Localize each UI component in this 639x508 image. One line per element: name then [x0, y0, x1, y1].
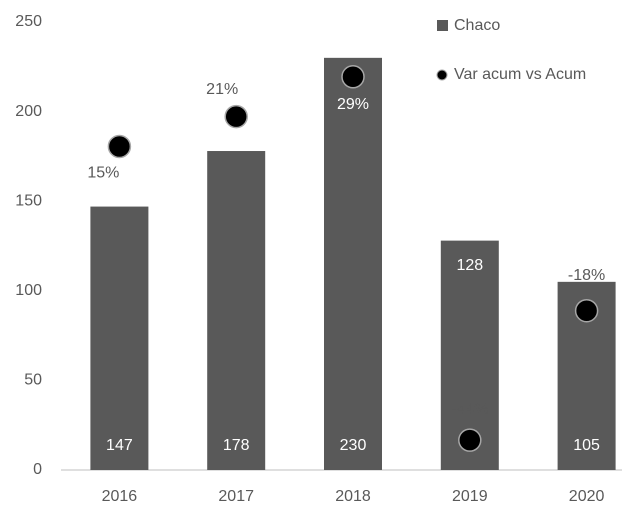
bar-label: 147 — [106, 437, 133, 454]
legend-dot — [436, 69, 448, 81]
dot-label: 15% — [87, 165, 119, 182]
bar — [207, 151, 266, 471]
legend-label: Chaco — [454, 17, 500, 34]
dot — [107, 134, 132, 159]
y-tick-label: 250 — [15, 13, 42, 30]
y-tick-label: 100 — [15, 282, 42, 299]
y-tick-label: 0 — [33, 461, 42, 478]
dot — [224, 104, 248, 129]
x-tick-label: 2019 — [452, 488, 488, 505]
bar-label: 230 — [340, 437, 367, 454]
y-tick-label: 150 — [15, 192, 42, 209]
dot-label: -44% — [451, 401, 488, 418]
dot-label: 29% — [337, 96, 369, 113]
y-tick-label: 50 — [24, 372, 42, 389]
dot — [574, 298, 599, 323]
x-tick-label: 2018 — [335, 488, 371, 505]
bar-label: 128 — [456, 257, 483, 274]
dot — [341, 65, 365, 89]
dot-label: -18% — [568, 267, 605, 284]
bar-label: 105 — [573, 437, 600, 454]
y-tick-label: 200 — [15, 103, 42, 120]
bar-label: 178 — [223, 437, 250, 454]
x-tick-label: 2016 — [102, 488, 138, 505]
legend-label: Var acum vs Acum — [454, 66, 586, 83]
bar — [90, 206, 149, 471]
dot-label: 21% — [206, 81, 238, 98]
legend-swatch — [437, 20, 448, 31]
x-tick-label: 2017 — [218, 488, 254, 505]
x-tick-label: 2020 — [569, 488, 605, 505]
dot — [458, 428, 482, 452]
bar — [324, 57, 382, 471]
